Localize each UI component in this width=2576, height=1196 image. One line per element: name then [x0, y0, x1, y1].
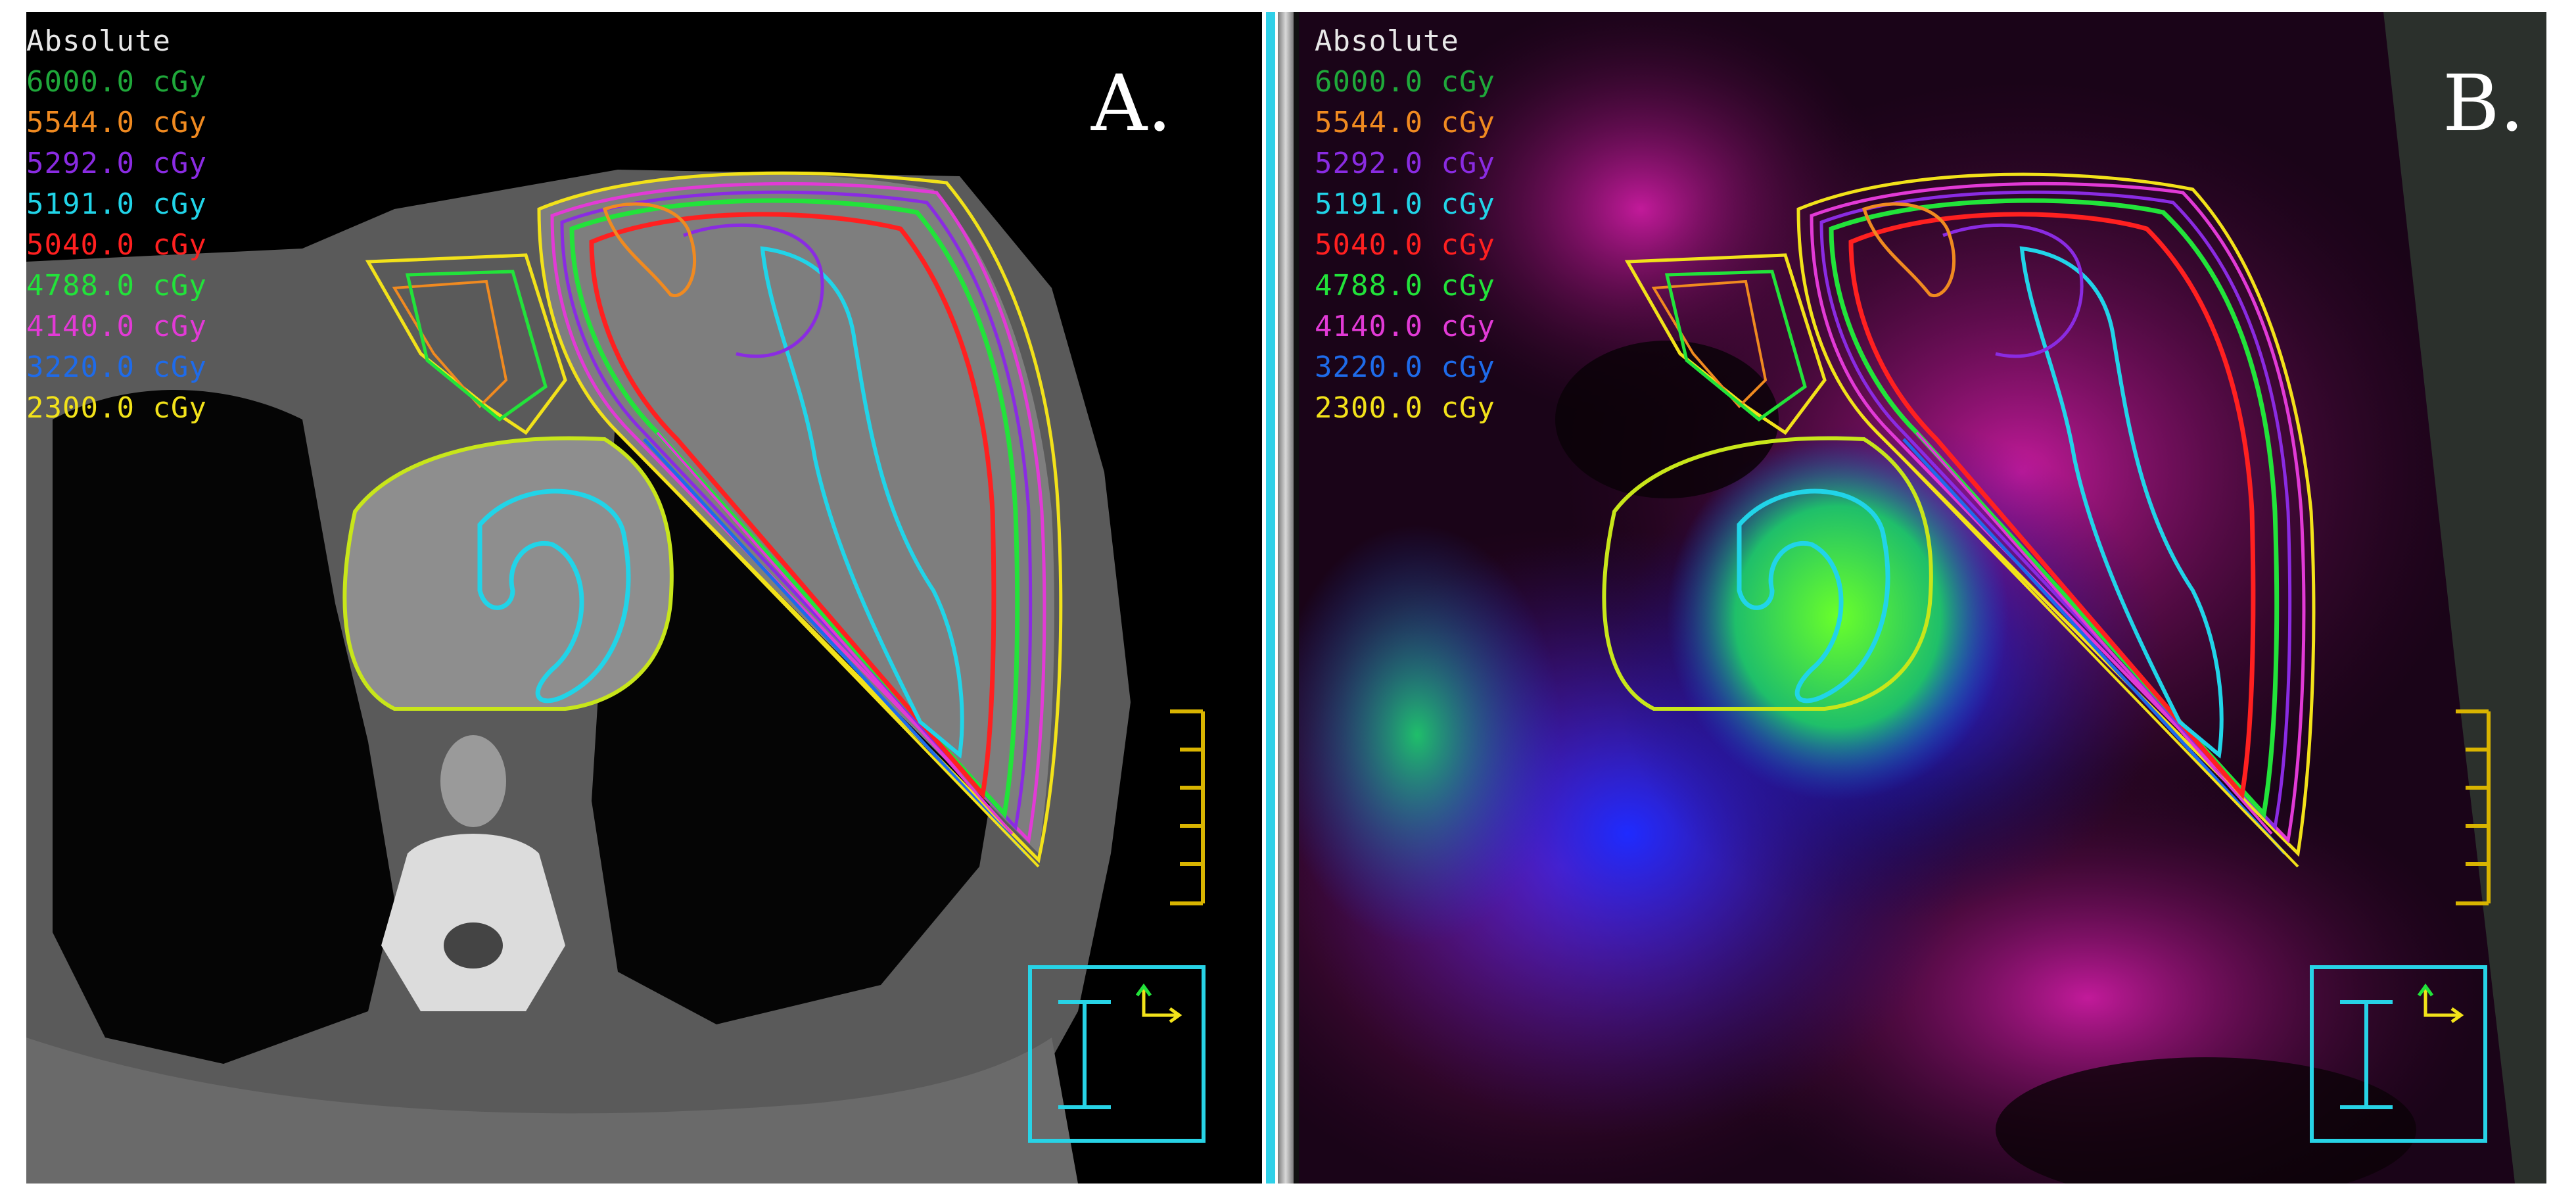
legend-entry: 4140.0 cGy [26, 310, 207, 343]
legend-title: Absolute [26, 24, 171, 58]
legend-entry: 3220.0 cGy [26, 350, 207, 384]
dose-colorwash-with-isodose-lines [1299, 12, 2546, 1184]
panel-divider-shadow [1294, 12, 1299, 1184]
ct-image-with-isodose-lines [26, 170, 1131, 1184]
legend-entry: 5191.0 cGy [26, 187, 207, 221]
isodose-legend: Absolute 6000.0 cGy 5544.0 cGy 5292.0 cG… [1315, 21, 1495, 429]
legend-title: Absolute [1315, 24, 1459, 58]
panel-divider-scrollbar[interactable] [1278, 12, 1294, 1184]
panel-label: A. [1091, 58, 1172, 149]
legend-entry: 6000.0 cGy [26, 65, 207, 99]
legend-entry: 5544.0 cGy [26, 106, 207, 139]
panel-divider [1266, 12, 1275, 1184]
panel-label: B. [2443, 58, 2525, 149]
legend-entry: 4788.0 cGy [1315, 269, 1495, 302]
legend-entry: 5292.0 cGy [1315, 147, 1495, 180]
legend-entry: 2300.0 cGy [1315, 391, 1495, 425]
legend-entry: 4140.0 cGy [1315, 310, 1495, 343]
legend-entry: 4788.0 cGy [26, 269, 207, 302]
isodose-legend: Absolute 6000.0 cGy 5544.0 cGy 5292.0 cG… [26, 21, 207, 429]
dose-view-panel-b[interactable]: Absolute 6000.0 cGy 5544.0 cGy 5292.0 cG… [1299, 12, 2546, 1184]
legend-entry: 5544.0 cGy [1315, 106, 1495, 139]
legend-entry: 5040.0 cGy [1315, 228, 1495, 262]
legend-entry: 2300.0 cGy [26, 391, 207, 425]
legend-entry: 5040.0 cGy [26, 228, 207, 262]
legend-entry: 5292.0 cGy [26, 147, 207, 180]
orientation-indicator-icon[interactable] [1028, 965, 1206, 1143]
ct-view-panel-a[interactable]: Absolute 6000.0 cGy 5544.0 cGy 5292.0 cG… [26, 12, 1262, 1184]
orientation-indicator-icon[interactable] [2310, 965, 2487, 1143]
legend-entry: 6000.0 cGy [1315, 65, 1495, 99]
legend-entry: 3220.0 cGy [1315, 350, 1495, 384]
distance-scale-icon [2456, 709, 2491, 905]
legend-entry: 5191.0 cGy [1315, 187, 1495, 221]
distance-scale-icon [1170, 709, 1205, 905]
